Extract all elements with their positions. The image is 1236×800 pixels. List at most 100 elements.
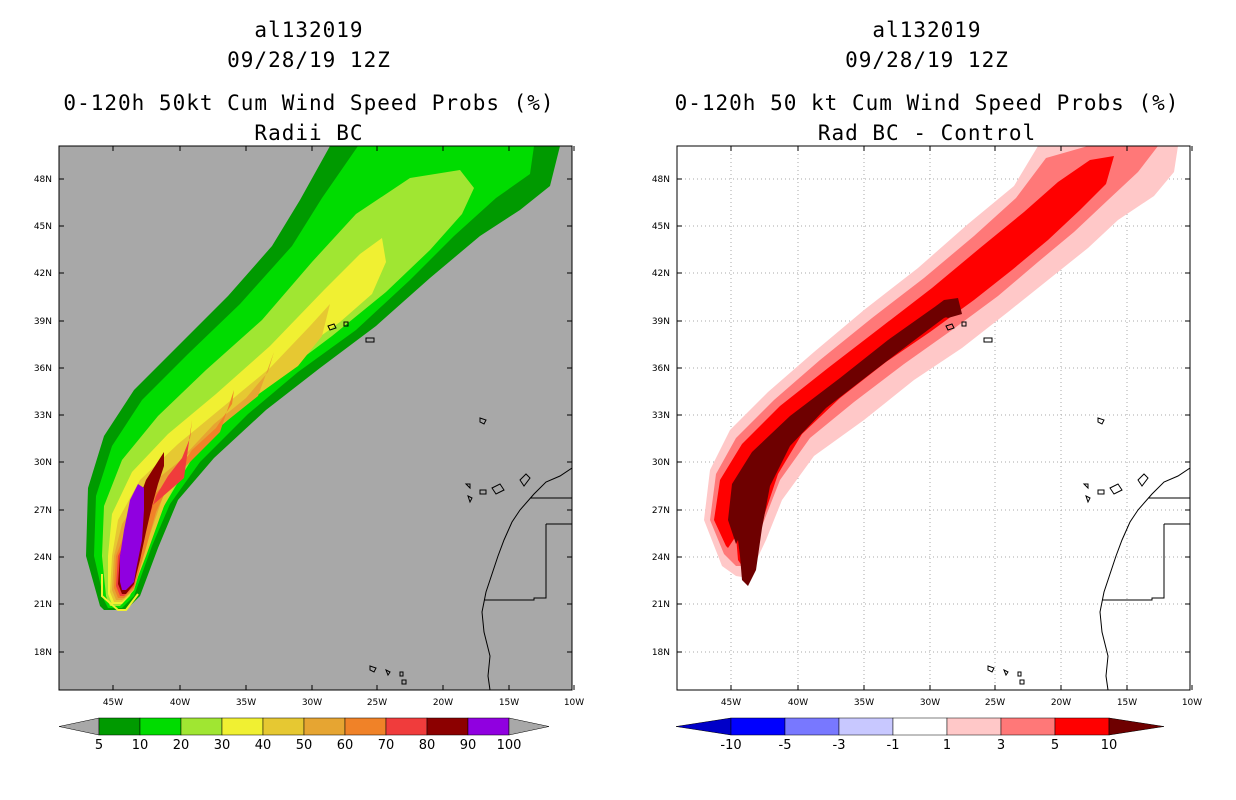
left-map-frame — [58, 145, 573, 691]
left-map: 48N 45N 42N 39N 36N 33N 30N 27N 24N 21N 18N 45W 40W 3… — [34, 145, 584, 753]
colorbar-swatch — [1000, 717, 1056, 736]
lon-label: 35W — [854, 698, 874, 708]
right-title-storm: al132019 — [872, 18, 982, 42]
lat-label: 18N — [34, 648, 52, 658]
lat-label: 27N — [652, 506, 670, 516]
left-title-storm: al132019 — [254, 18, 364, 42]
lon-label: 45W — [721, 698, 741, 708]
colorbar-swatch — [1054, 717, 1110, 736]
colorbar-label: -3 — [833, 738, 846, 753]
colorbar-label: 30 — [214, 738, 231, 753]
colorbar-right-arrow — [1108, 717, 1165, 736]
right-axis-labels: 48N 45N 42N 39N 36N 33N 30N 27N 24N 21N 18N 45W 40W 3… — [652, 146, 1202, 708]
colorbar-label: -10 — [720, 738, 741, 753]
right-difference-contours — [704, 146, 1178, 586]
right-colorbar: -10 -5 -3 -1 1 3 5 10 — [675, 717, 1165, 753]
lat-label: 42N — [34, 269, 52, 279]
colorbar-label: 80 — [419, 738, 436, 753]
colorbar-swatch — [467, 717, 510, 736]
colorbar-label: 20 — [173, 738, 190, 753]
lat-label: 48N — [652, 175, 670, 185]
colorbar-label: 10 — [132, 738, 149, 753]
lat-label: 30N — [34, 458, 52, 468]
colorbar-right-arrow — [508, 717, 550, 736]
lat-label: 27N — [34, 506, 52, 516]
lon-label: 30W — [920, 698, 940, 708]
colorbar-label: 100 — [497, 738, 522, 753]
lat-label: 39N — [34, 317, 52, 327]
lat-label: 33N — [652, 411, 670, 421]
colorbar-swatch — [892, 717, 948, 736]
lat-label: 36N — [34, 364, 52, 374]
lon-label: 20W — [1051, 698, 1071, 708]
right-map: 48N 45N 42N 39N 36N 33N 30N 27N 24N 21N 18N 45W 40W 3… — [652, 145, 1202, 753]
lat-label: 24N — [652, 553, 670, 563]
colorbar-label: 40 — [255, 738, 272, 753]
colorbar-swatch — [303, 717, 346, 736]
lat-label: 21N — [34, 600, 52, 610]
lat-label: 39N — [652, 317, 670, 327]
colorbar-swatch — [838, 717, 894, 736]
lon-label: 25W — [985, 698, 1005, 708]
lon-label: 10W — [564, 698, 584, 708]
lat-label: 42N — [652, 269, 670, 279]
colorbar-label: 90 — [460, 738, 477, 753]
lon-label: 40W — [170, 698, 190, 708]
colorbar-label: 1 — [943, 738, 951, 753]
colorbar-swatch — [344, 717, 387, 736]
colorbar-label: 5 — [95, 738, 103, 753]
colorbar-label: 70 — [378, 738, 395, 753]
colorbar-label: 3 — [997, 738, 1005, 753]
lon-label: 10W — [1182, 698, 1202, 708]
colorbar-swatch — [784, 717, 840, 736]
colorbar-swatch — [221, 717, 264, 736]
right-map-frame — [676, 145, 1191, 691]
right-title-subtitle: Rad BC - Control — [817, 121, 1037, 145]
right-title-date: 09/28/19 12Z — [845, 48, 1009, 72]
left-probability-contours — [86, 146, 560, 611]
left-title-product: 0-120h 50kt Cum Wind Speed Probs (%) — [63, 91, 555, 115]
lat-label: 33N — [34, 411, 52, 421]
lon-label: 20W — [433, 698, 453, 708]
colorbar-label: -5 — [779, 738, 792, 753]
right-coastlines — [945, 321, 1190, 690]
colorbar-label: 10 — [1101, 738, 1118, 753]
left-panel: al132019 09/28/19 12Z 0-120h 50kt Cum Wi… — [34, 18, 584, 754]
colorbar-swatch — [946, 717, 1002, 736]
lon-label: 35W — [236, 698, 256, 708]
colorbar-label: -1 — [887, 738, 900, 753]
right-panel: al132019 09/28/19 12Z 0-120h 50 kt Cum W… — [618, 0, 1236, 800]
lon-label: 30W — [302, 698, 322, 708]
colorbar-swatch — [426, 717, 469, 736]
left-title-subtitle: Radii BC — [254, 121, 364, 145]
colorbar-left-arrow — [58, 717, 100, 736]
left-colorbar: 5 10 20 30 40 50 60 70 80 90 100 — [58, 717, 550, 753]
lon-label: 25W — [367, 698, 387, 708]
right-title-product: 0-120h 50 kt Cum Wind Speed Probs (%) — [674, 91, 1180, 115]
colorbar-swatch — [385, 717, 428, 736]
lat-label: 18N — [652, 648, 670, 658]
lat-label: 36N — [652, 364, 670, 374]
left-coastlines — [327, 321, 572, 690]
left-title-date: 09/28/19 12Z — [227, 48, 391, 72]
lon-label: 45W — [103, 698, 123, 708]
colorbar-left-arrow — [675, 717, 732, 736]
colorbar-label: 60 — [337, 738, 354, 753]
colorbar-swatch — [98, 717, 141, 736]
lon-label: 15W — [499, 698, 519, 708]
lat-label: 24N — [34, 553, 52, 563]
left-axis-labels: 48N 45N 42N 39N 36N 33N 30N 27N 24N 21N 18N 45W 40W 3… — [34, 146, 584, 708]
lat-label: 48N — [34, 175, 52, 185]
colorbar-swatch — [730, 717, 786, 736]
lon-label: 40W — [788, 698, 808, 708]
lat-label: 30N — [652, 458, 670, 468]
colorbar-label: 5 — [1051, 738, 1059, 753]
colorbar-swatch — [139, 717, 182, 736]
colorbar-swatch — [262, 717, 305, 736]
lat-label: 45N — [652, 222, 670, 232]
lat-label: 45N — [34, 222, 52, 232]
colorbar-swatch — [180, 717, 223, 736]
lon-label: 15W — [1117, 698, 1137, 708]
colorbar-label: 50 — [296, 738, 313, 753]
lat-label: 21N — [652, 600, 670, 610]
